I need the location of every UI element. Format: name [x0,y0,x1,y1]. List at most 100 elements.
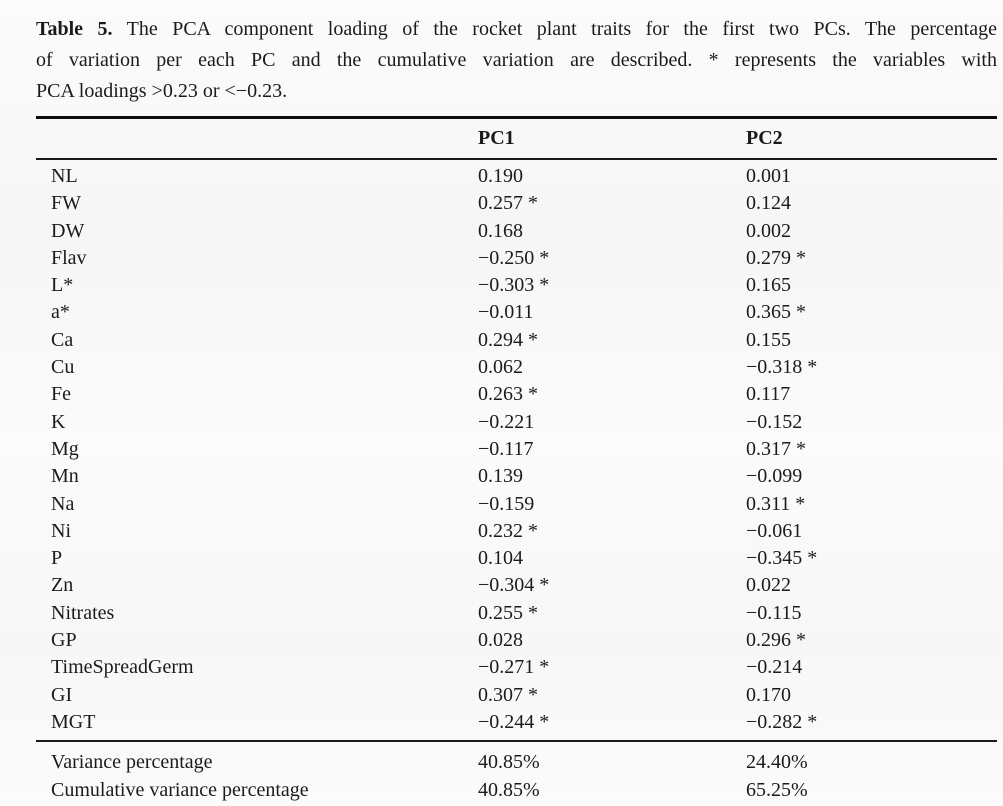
pc1-value-cell: 0.139 [478,465,523,488]
header-pc2: PC2 [746,127,783,149]
pc2-value-cell: 0.279 * [746,246,806,269]
trait-cell: Na [51,492,75,515]
pc2-value-cell: −0.345 * [746,547,818,570]
trait-cell: GP [51,629,77,652]
pc2-value-cell: 0.124 [746,192,791,215]
pc2-value-cell: −0.318 * [746,356,818,379]
pc2-value-cell: 0.117 [746,383,791,406]
trait-cell: Mn [51,465,79,488]
trait-cell: TimeSpreadGerm [51,656,194,679]
pc2-value-cell: −0.099 [746,465,803,488]
pc1-value-cell: 40.85% [478,751,540,774]
trait-cell: Fe [51,383,71,406]
trait-cell: Variance percentage [51,751,213,774]
pc1-value-cell: −0.271 * [478,656,550,679]
table-row: Zn −0.304 * 0.022 [36,572,997,599]
pc1-value-cell: −0.304 * [478,574,550,597]
table-row: FW 0.257 * 0.124 [36,190,997,217]
pc1-value-cell: −0.159 [478,492,535,515]
pc2-value-cell: 0.022 [746,574,791,597]
table-caption: Table 5. The PCA component loading of th… [36,14,997,107]
header-row: PC1 PC2 [36,118,997,160]
table-row: Fe 0.263 * 0.117 [36,381,997,408]
table-row: MGT −0.244 * −0.282 * [36,709,997,741]
pc1-value-cell: 0.028 [478,629,523,652]
trait-cell: Ca [51,328,74,351]
table-row: Flav −0.250 * 0.279 * [36,245,997,272]
pc1-value-cell: 0.190 [478,165,523,187]
pc2-value-cell: 0.365 * [746,301,806,324]
table-row: Cumulative variance percentage 40.85% 65.2… [36,777,997,806]
trait-cell: GI [51,683,73,706]
pc2-value-cell: −0.214 [746,656,803,679]
pc2-value-cell: 24.40% [746,751,808,774]
pc1-value-cell: 0.294 * [478,328,538,351]
trait-cell: L* [51,274,74,297]
trait-cell: K [51,410,66,433]
table-footer: Variance percentage 40.85% 24.40% Cumulativ… [36,741,997,806]
table-label: Table 5. [36,18,113,40]
pc1-value-cell: −0.221 [478,410,535,433]
pc1-value-cell: 0.104 [478,547,523,570]
trait-cell: Cumulative variance percentage [51,778,309,801]
pc1-value-cell: 0.168 [478,219,523,242]
trait-cell: MGT [51,710,96,733]
pc2-value-cell: 0.001 [746,165,791,187]
pc2-value-cell: 0.170 [746,683,791,706]
trait-cell: a* [51,301,70,324]
pca-loading-table: PC1 PC2 NL 0.190 0.001 FW 0.257 * 0.124 DW 0.16… [36,116,997,806]
pc2-value-cell: 0.311 * [746,492,806,515]
pc2-value-cell: 0.296 * [746,629,806,652]
pc1-value-cell: 0.062 [478,356,523,379]
pc1-value-cell: −0.303 * [478,274,550,297]
table-body: NL 0.190 0.001 FW 0.257 * 0.124 DW 0.168 0.002 Fl… [36,159,997,742]
trait-cell: NL [51,165,78,187]
trait-cell: Flav [51,246,87,269]
trait-cell: Ni [51,519,71,542]
pc1-value-cell: −0.011 [478,301,534,324]
trait-cell: DW [51,219,85,242]
pc2-value-cell: 0.155 [746,328,791,351]
caption-text-1: The PCA component loading of the rocket … [126,18,997,40]
pc1-value-cell: 0.257 * [478,192,538,215]
caption-line-1: Table 5. The PCA component loading of th… [36,14,997,45]
pc2-value-cell: 0.165 [746,274,791,297]
pc1-value-cell: 0.263 * [478,383,538,406]
pc2-value-cell: 65.25% [746,778,808,801]
trait-cell: Cu [51,356,75,379]
table-row: Cu 0.062 −0.318 * [36,354,997,381]
table-row: a* −0.011 0.365 * [36,299,997,326]
trait-cell: Mg [51,437,79,460]
pc2-value-cell: −0.282 * [746,710,818,733]
table-row: Nitrates 0.255 * −0.115 [36,600,997,627]
trait-cell: FW [51,192,81,215]
table-row: DW 0.168 0.002 [36,218,997,245]
caption-line-3: PCA loadings >0.23 or <−0.23. [36,80,288,102]
trait-cell: P [51,547,63,570]
table-row: Ca 0.294 * 0.155 [36,327,997,354]
table-row: GP 0.028 0.296 * [36,627,997,654]
pc2-value-cell: −0.152 [746,410,803,433]
table-row: Ni 0.232 * −0.061 [36,518,997,545]
table-row: Mg −0.117 0.317 * [36,436,997,463]
pc1-value-cell: −0.244 * [478,710,550,733]
caption-line-2: of variation per each PC and the cumulat… [36,49,997,71]
pc2-value-cell: 0.317 * [746,437,806,460]
table-row: P 0.104 −0.345 * [36,545,997,572]
pc1-value-cell: 40.85% [478,778,540,801]
pc1-value-cell: 0.255 * [478,601,538,624]
header-pc1: PC1 [478,127,515,149]
pc1-value-cell: −0.250 * [478,246,550,269]
table-row: NL 0.190 0.001 [36,159,997,190]
header-trait [36,118,478,160]
trait-cell: Zn [51,574,74,597]
table-row: Na −0.159 0.311 * [36,491,997,518]
table-row: GI 0.307 * 0.170 [36,682,997,709]
pc2-value-cell: −0.061 [746,519,803,542]
pc1-value-cell: −0.117 [478,437,534,460]
trait-cell: Nitrates [51,601,115,624]
table-row: L* −0.303 * 0.165 [36,272,997,299]
pc2-value-cell: −0.115 [746,601,802,624]
table-header: PC1 PC2 [36,118,997,160]
